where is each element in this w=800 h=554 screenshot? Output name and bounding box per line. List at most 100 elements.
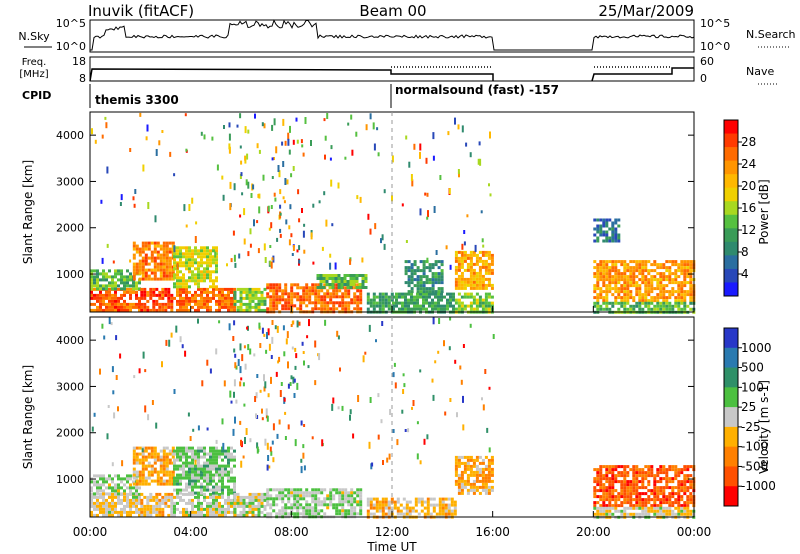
cpid-segment-normalsound: normalsound (fast) -157 — [395, 83, 559, 97]
colorbar-tick: -500 — [741, 459, 768, 473]
colorbar-tick: -1000 — [741, 479, 776, 493]
x-tick-label: 16:00 — [475, 525, 510, 539]
freq-trace — [89, 67, 694, 82]
nave-label: Nave — [746, 65, 774, 78]
freq-tick-top: 18 — [72, 55, 86, 68]
velocity-colorbar-label: Velocity [m s-1] — [757, 380, 771, 474]
colorbar-tick: 4 — [741, 267, 749, 281]
nave-tick-bottom: 0 — [700, 72, 707, 85]
cpid-panel: CPID themis 3300 normalsound (fast) -157 — [22, 83, 559, 108]
colorbar-swatch — [724, 328, 738, 349]
y-tick-label: 2000 — [56, 222, 84, 235]
velocity-region — [366, 497, 457, 519]
freq-tick-bottom: 8 — [79, 72, 86, 85]
freq-label-2: [MHz] — [19, 69, 48, 80]
freq-panel: Freq. [MHz] 18 8 60 0 Nave — [19, 55, 778, 85]
beam-title: Beam 00 — [359, 2, 426, 20]
colorbar-swatch — [724, 241, 738, 256]
colorbar-swatch — [724, 255, 738, 270]
colorbar-swatch — [724, 228, 738, 243]
velocity-region — [140, 492, 174, 517]
nsky-label: N.Sky — [18, 30, 50, 43]
y-tick-label: 1000 — [56, 268, 84, 281]
colorbar-tick: 28 — [741, 135, 756, 149]
velocity-region — [132, 446, 175, 486]
colorbar-tick: 12 — [741, 223, 756, 237]
nsky-tick-top: 10^5 — [56, 17, 86, 30]
x-tick-label: 04:00 — [173, 525, 208, 539]
power-region — [593, 218, 621, 243]
velocity-speckle — [91, 317, 495, 474]
colorbar-tick: -100 — [741, 440, 768, 454]
colorbar-swatch — [724, 347, 738, 369]
station-title: Inuvik (fitACF) — [88, 2, 194, 20]
velocity-ylabel: Slant Range [km] — [21, 365, 35, 469]
nsky-rtick-bottom: 10^0 — [700, 40, 730, 53]
date-title: 25/Mar/2009 — [598, 2, 694, 20]
power-region — [173, 246, 218, 289]
power-region — [90, 287, 141, 312]
power-region — [404, 260, 444, 294]
colorbar-swatch — [724, 426, 738, 448]
colorbar-swatch — [724, 147, 738, 162]
velocity-region — [233, 492, 267, 517]
colorbar-tick: -25 — [741, 420, 761, 434]
colorbar-swatch — [724, 466, 738, 487]
power-region — [454, 250, 494, 290]
colorbar-swatch — [724, 282, 738, 297]
x-tick-label: 20:00 — [576, 525, 611, 539]
colorbar-tick: 25 — [741, 400, 756, 414]
colorbar-swatch — [724, 120, 738, 135]
colorbar-swatch — [724, 367, 738, 388]
y-tick-label: 2000 — [56, 427, 84, 440]
colorbar-swatch — [724, 446, 738, 467]
x-tick-label: 08:00 — [274, 525, 309, 539]
y-tick-label: 3000 — [56, 175, 84, 188]
power-region — [132, 241, 175, 281]
time-axis-label: Time UT — [366, 540, 417, 554]
power-region — [140, 287, 174, 312]
nsearch-label: N.Search — [746, 28, 796, 41]
power-region — [392, 292, 455, 314]
velocity-region — [90, 492, 141, 517]
cpid-segment-themis: themis 3300 — [95, 93, 179, 107]
nsky-trace — [90, 19, 695, 51]
colorbar-tick: 16 — [741, 201, 756, 215]
colorbar-swatch — [724, 407, 738, 428]
nsky-panel: N.Sky 10^5 10^0 10^5 10^0 N.Search — [18, 17, 795, 53]
nsky-tick-bottom: 10^0 — [56, 40, 86, 53]
y-tick-label: 3000 — [56, 380, 84, 393]
y-tick-label: 4000 — [56, 334, 84, 347]
colorbar-swatch — [724, 160, 738, 175]
colorbar-swatch — [724, 268, 738, 283]
velocity-plot — [90, 317, 696, 519]
power-ylabel: Slant Range [km] — [21, 160, 35, 264]
x-ticks: 00:00 04:00 08:00 12:00 16:00 20:00 00:00 — [73, 306, 712, 539]
colorbar-tick: 500 — [741, 361, 764, 375]
colorbar-tick: 8 — [741, 245, 749, 259]
velocity-yticks: 1000 2000 3000 4000 — [56, 334, 694, 486]
colorbar-swatch — [724, 187, 738, 202]
freq-label-1: Freq. — [22, 57, 47, 68]
y-tick-label: 4000 — [56, 129, 84, 142]
colorbar-swatch — [724, 387, 738, 408]
power-colorbar-label: Power [dB] — [757, 179, 771, 244]
nsky-rtick-top: 10^5 — [700, 17, 730, 30]
power-region — [266, 283, 363, 314]
colorbar-swatch — [724, 214, 738, 229]
velocity-region — [266, 488, 363, 519]
power-region — [454, 292, 494, 314]
velocity-colorbar: 1000 500 100 25 -25 -100 -500 -1000 — [723, 327, 776, 507]
power-colorbar: 28 24 20 16 12 8 4 — [723, 119, 756, 297]
colorbar-swatch — [724, 174, 738, 189]
colorbar-swatch — [724, 201, 738, 216]
colorbar-swatch — [724, 133, 738, 148]
power-region — [233, 287, 267, 312]
colorbar-tick: 20 — [741, 179, 756, 193]
colorbar-tick: 24 — [741, 157, 756, 171]
x-tick-label: 00:00 — [677, 525, 712, 539]
colorbar-tick: 1000 — [741, 341, 772, 355]
power-region — [173, 287, 236, 312]
velocity-region — [454, 455, 494, 495]
